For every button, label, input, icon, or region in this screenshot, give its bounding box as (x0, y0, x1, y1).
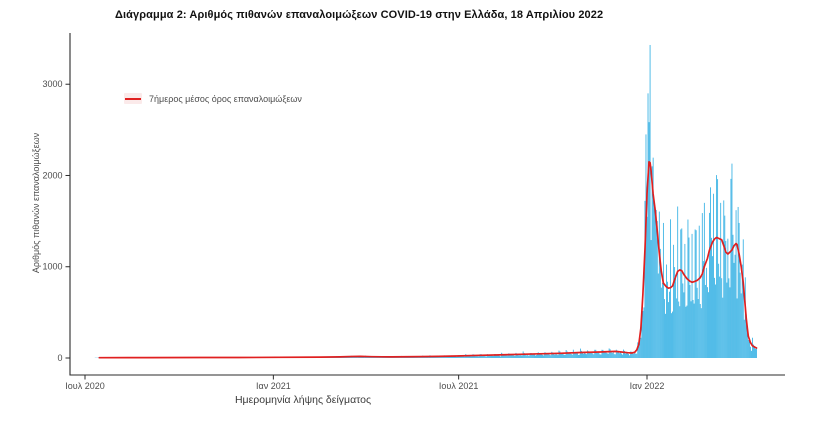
legend: 7ήμερος μέσος όρος επαναλοιμώξεων (124, 93, 302, 104)
y-axis-ticks: 0 1000 2000 3000 (42, 79, 70, 363)
daily-bars (94, 44, 757, 358)
y-tick-label: 3000 (42, 79, 62, 89)
x-tick-label: Ιαν 2021 (256, 381, 291, 391)
y-tick-label: 0 (57, 353, 62, 363)
average-line-swatch (125, 97, 141, 100)
x-tick-label: Ιαν 2022 (630, 381, 665, 391)
y-tick-label: 1000 (42, 262, 62, 272)
legend-key-line (124, 93, 142, 104)
chart-title: Διάγραμμα 2: Αριθμός πιθανών επαναλοιμώξ… (115, 9, 604, 21)
legend-label: 7ήμερος μέσος όρος επαναλοιμώξεων (149, 93, 302, 104)
x-tick-label: Ιουλ 2020 (65, 381, 104, 391)
axes (69, 33, 785, 376)
seven-day-average-line (98, 160, 758, 359)
x-axis-ticks: Ιουλ 2020 Ιαν 2021 Ιουλ 2021 Ιαν 2022 (65, 375, 664, 391)
y-tick-label: 2000 (42, 170, 62, 180)
x-tick-label: Ιουλ 2021 (439, 381, 478, 391)
x-axis-title: Ημερομηνία λήψης δείγματος (234, 394, 372, 406)
